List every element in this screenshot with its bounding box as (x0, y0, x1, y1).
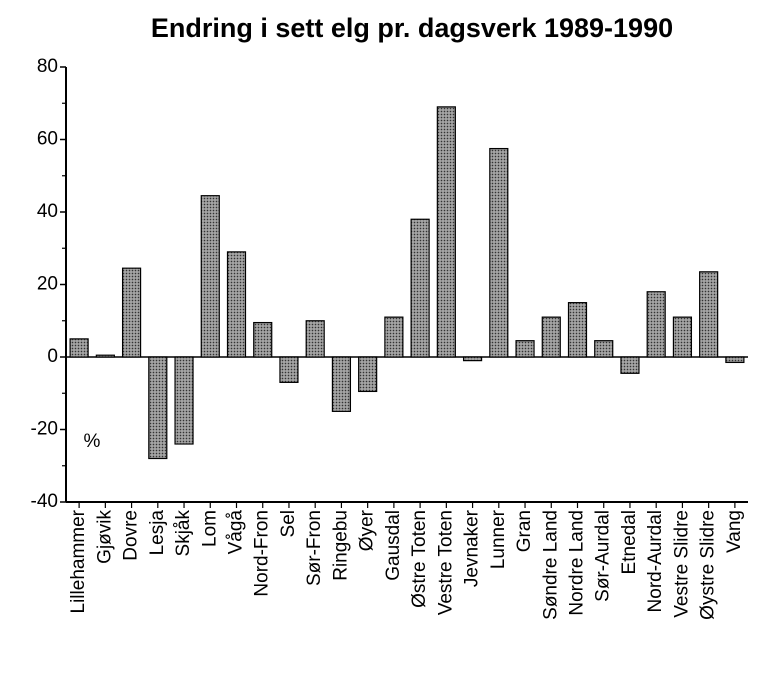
x-tick-label: Vestre Toten (435, 510, 456, 615)
x-tick-label: Gran (514, 510, 535, 552)
y-tick-label: 80 (37, 56, 58, 77)
x-tick-label: Nordre Land (567, 510, 588, 616)
x-tick-label: Gausdal (383, 510, 404, 581)
bar (331, 356, 352, 412)
bar (646, 291, 666, 358)
bar (121, 267, 142, 358)
x-tick-label: Lunner (488, 509, 509, 569)
x-tick-label: Jevnaker (462, 509, 483, 587)
y-tick-label: 0 (47, 346, 58, 367)
x-tick-label: Østre Toten (409, 510, 430, 608)
bar (305, 320, 325, 358)
bar (226, 251, 247, 358)
x-tick-label: Gjøvik (94, 510, 115, 564)
x-tick-label: Lom (199, 510, 220, 547)
bar (200, 195, 220, 358)
bar (279, 356, 299, 383)
bar (462, 356, 483, 362)
bar (436, 106, 456, 358)
x-tick-label: Nord-Aurdal (645, 510, 666, 612)
bar (620, 356, 640, 374)
bar (358, 356, 378, 393)
bar (174, 356, 194, 445)
x-tick-label: Lesja (147, 510, 168, 556)
chart-title: Endring i sett elg pr. dagsverk 1989-199… (151, 13, 673, 43)
y-tick-label: 40 (37, 201, 58, 222)
x-tick-label: Vågå (226, 510, 247, 555)
bar (672, 316, 693, 358)
x-tick-label: Ringebu (330, 510, 351, 581)
bar (69, 338, 89, 358)
x-tick-label: Nord-Fron (252, 510, 273, 597)
bar (253, 321, 273, 358)
x-tick-label: Øyer (357, 509, 378, 551)
x-tick-label: Skjåk (173, 510, 194, 557)
bar (410, 218, 430, 358)
x-tick-label: Etnedal (619, 510, 640, 574)
x-tick-label: Sel (278, 510, 299, 537)
x-tick-label: Vang (724, 510, 745, 553)
bar (515, 340, 535, 358)
bar (95, 354, 115, 358)
y-tick-label: 60 (37, 129, 58, 150)
x-tick-label: Øystre Slidre (698, 510, 719, 620)
x-tick-label: Vestre Slidre (671, 510, 692, 618)
x-tick-label: Sør-Aurdal (593, 510, 614, 602)
bar (384, 316, 404, 358)
x-tick-label: Lillehammer (68, 509, 89, 613)
x-tick-label: Dovre (121, 510, 142, 561)
bar (148, 356, 168, 460)
y-tick-label: 20 (37, 274, 58, 295)
bar (594, 340, 614, 358)
y-tick-label: -20 (31, 419, 58, 440)
x-tick-label: Søndre Land (540, 510, 561, 620)
bar (541, 316, 561, 358)
bar (725, 356, 745, 364)
bar (567, 302, 588, 358)
y-tick-label: -40 (31, 491, 58, 512)
x-tick-label: Sør-Fron (304, 510, 325, 586)
bar (489, 147, 509, 358)
bar (699, 271, 719, 358)
annotation: % (84, 431, 101, 452)
